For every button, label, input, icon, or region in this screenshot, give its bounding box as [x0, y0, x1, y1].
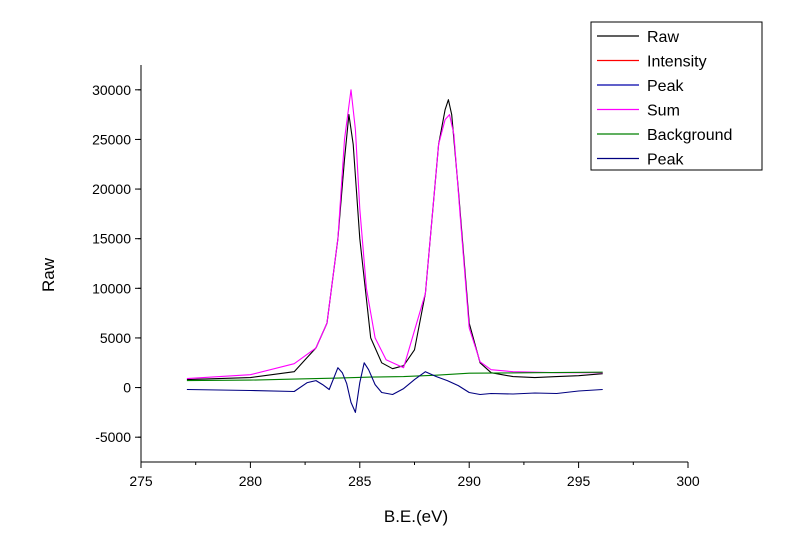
legend-label: Peak: [647, 78, 684, 95]
y-tick-label: 5000: [100, 330, 131, 346]
y-tick-label: 20000: [92, 181, 131, 197]
legend-label: Intensity: [647, 54, 707, 71]
y-tick-label: 25000: [92, 131, 131, 147]
y-tick-label: 0: [123, 380, 131, 396]
legend-box: [590, 21, 763, 171]
series-layer: [186, 89, 603, 413]
axes: 275 280 285 290 295 300 -5000 0 5000 10000 15000 20…: [92, 65, 700, 489]
x-tick-label: 290: [458, 473, 482, 489]
legend-label: Peak: [647, 152, 684, 169]
x-tick-label: 300: [676, 473, 700, 489]
series-line-background: [186, 371, 603, 382]
x-tick-label: 295: [567, 473, 591, 489]
series-line-sum: [186, 89, 603, 380]
x-tick-label: 280: [239, 473, 263, 489]
legend-label: Sum: [647, 103, 680, 120]
legend: Raw Intensity Peak Sum Background Peak: [590, 21, 763, 171]
y-axis-title: Raw: [39, 257, 58, 292]
legend-label: Background: [647, 127, 732, 144]
y-tick-label: 30000: [92, 82, 131, 98]
y-tick-label: -5000: [95, 429, 131, 445]
series-line-peak: [186, 362, 603, 413]
legend-label: Raw: [647, 29, 679, 46]
y-tick-label: 10000: [92, 280, 131, 296]
x-tick-label: 275: [129, 473, 153, 489]
x-axis-title: B.E.(eV): [384, 507, 448, 526]
y-tick-label: 15000: [92, 231, 131, 247]
series-line-raw: [186, 99, 603, 381]
x-tick-label: 285: [348, 473, 372, 489]
